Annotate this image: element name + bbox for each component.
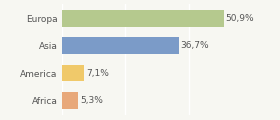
Bar bbox=[62, 37, 179, 54]
Bar bbox=[62, 10, 224, 27]
Text: 50,9%: 50,9% bbox=[226, 14, 254, 23]
Bar bbox=[62, 65, 84, 81]
Bar bbox=[62, 92, 78, 109]
Text: 7,1%: 7,1% bbox=[86, 69, 109, 78]
Text: 5,3%: 5,3% bbox=[80, 96, 103, 105]
Text: 36,7%: 36,7% bbox=[180, 41, 209, 50]
